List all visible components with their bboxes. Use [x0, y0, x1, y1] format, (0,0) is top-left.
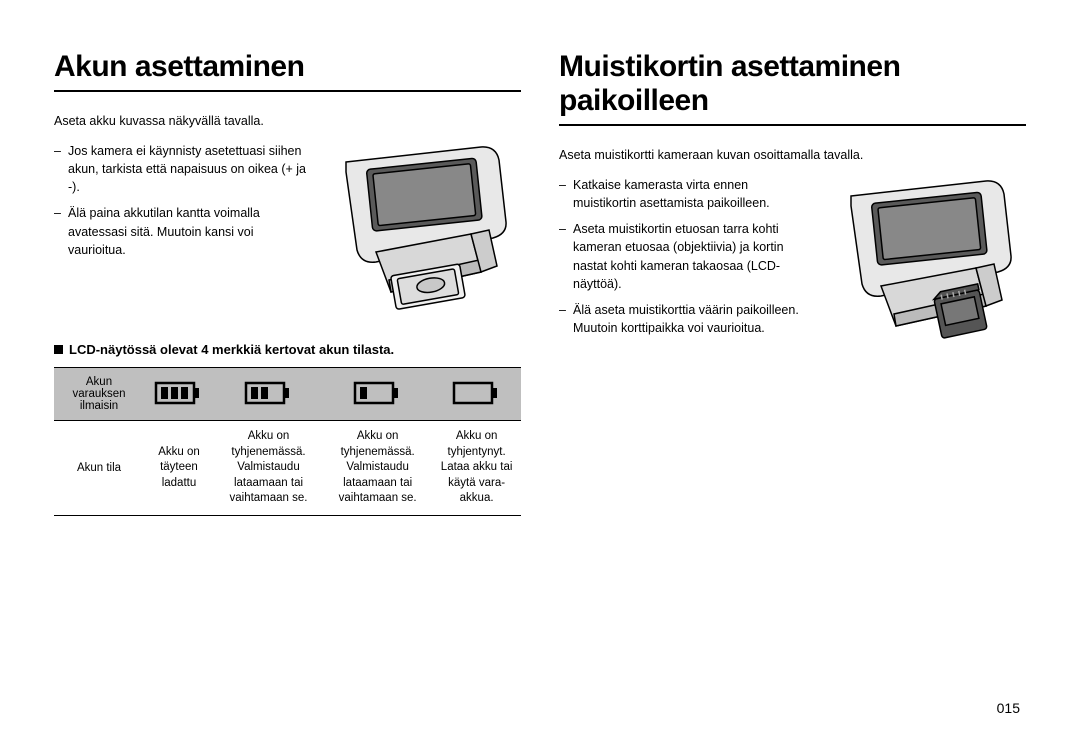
list-item: Älä aseta muistikorttia väärin paikoille…	[559, 301, 812, 337]
memorycard-bullets: Katkaise kamerasta virta ennen muistikor…	[559, 176, 812, 346]
intro-battery: Aseta akku kuvassa näkyvällä tavalla.	[54, 114, 521, 128]
list-item: Aseta muistikortin etuosan tarra kohti k…	[559, 220, 812, 293]
battery-level-icon	[323, 368, 432, 421]
table-row1-label: Akun varauksen ilmaisin	[54, 368, 144, 421]
battery-table-heading: LCD-näytössä olevat 4 merkkiä kertovat a…	[54, 342, 521, 357]
battery-section: Akun asettaminen Aseta akku kuvassa näky…	[54, 50, 521, 516]
page-number: 015	[997, 700, 1020, 716]
battery-level-icon	[214, 368, 323, 421]
battery-illustration	[321, 142, 521, 312]
battery-status-table: Akun varauksen ilmaisin Akun tila Akku o…	[54, 367, 521, 516]
list-item: Jos kamera ei käynnisty asetettuasi siih…	[54, 142, 307, 196]
battery-level-icon	[432, 368, 521, 421]
memorycard-section: Muistikortin asettaminen paikoilleen Ase…	[559, 50, 1026, 516]
battery-level-icon	[144, 368, 214, 421]
battery-status-text: Akku on tyhjentynyt. Lataa akku tai käyt…	[432, 421, 521, 516]
memorycard-illustration	[826, 176, 1026, 346]
heading-battery: Akun asettaminen	[54, 50, 521, 92]
battery-bullets: Jos kamera ei käynnisty asetettuasi siih…	[54, 142, 307, 312]
battery-status-text: Akku on täyteen ladattu	[144, 421, 214, 516]
list-item: Älä paina akkutilan kantta voimalla avat…	[54, 204, 307, 258]
battery-status-text: Akku on tyhjenemässä. Valmistaudu lataam…	[323, 421, 432, 516]
heading-memorycard: Muistikortin asettaminen paikoilleen	[559, 50, 1026, 126]
battery-status-text: Akku on tyhjenemässä. Valmistaudu lataam…	[214, 421, 323, 516]
intro-memorycard: Aseta muistikortti kameraan kuvan osoitt…	[559, 148, 1026, 162]
table-row2-label: Akun tila	[54, 421, 144, 516]
list-item: Katkaise kamerasta virta ennen muistikor…	[559, 176, 812, 212]
